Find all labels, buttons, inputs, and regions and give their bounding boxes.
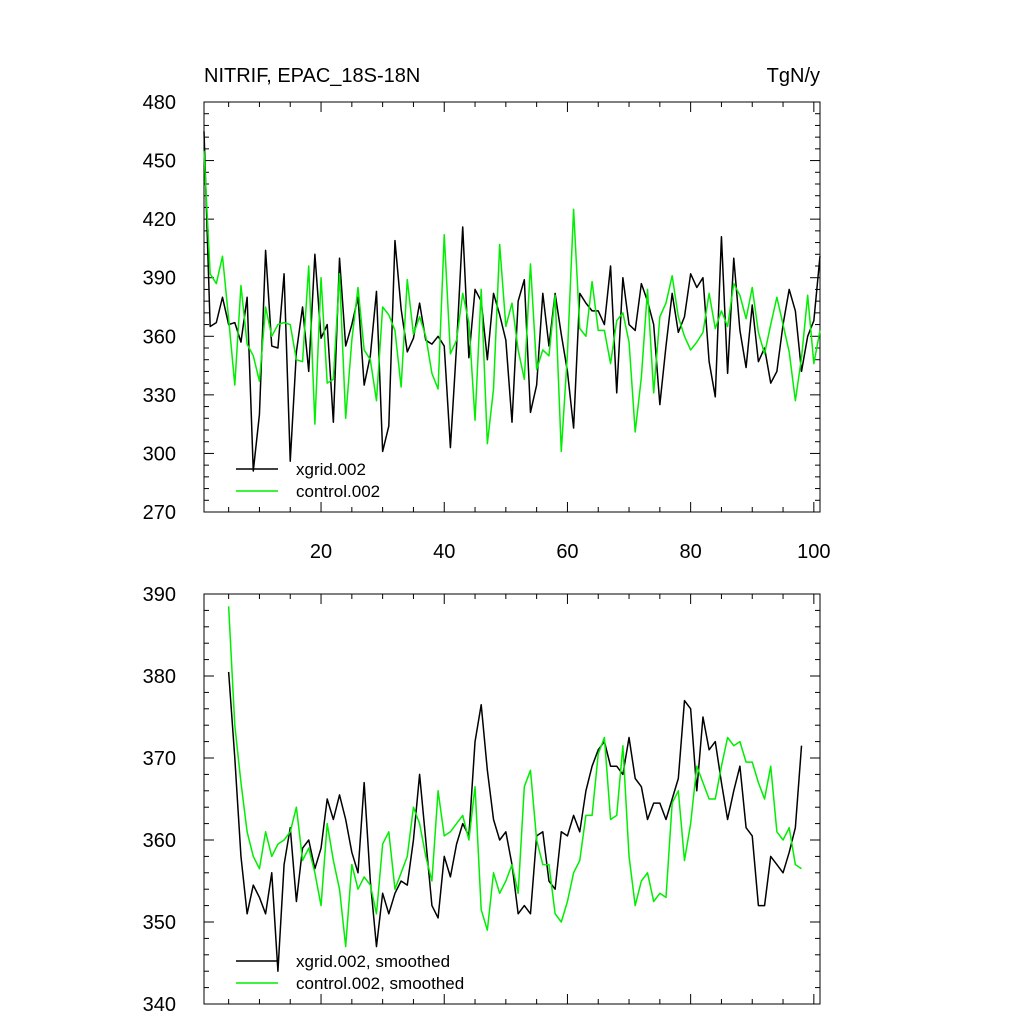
legend-label-xgrid-smoothed: xgrid.002, smoothed	[296, 952, 450, 971]
top-panel-ticks: 270 300 330 360 390 420 450 480 20 40 60 80 100	[143, 92, 831, 563]
legend-label-xgrid: xgrid.002	[296, 460, 366, 479]
bottom-ytick-label: 350	[143, 912, 176, 934]
top-ytick-label: 270	[143, 502, 176, 524]
bottom-panel-ticks: 340 350 360 370 380 390	[143, 584, 820, 1016]
top-panel-legend: xgrid.002 control.002	[236, 460, 380, 501]
bottom-ytick-label: 340	[143, 994, 176, 1016]
top-ytick-label: 360	[143, 326, 176, 348]
bottom-ytick-label: 370	[143, 748, 176, 770]
legend-label-control-smoothed: control.002, smoothed	[296, 974, 464, 993]
bottom-panel-legend: xgrid.002, smoothed control.002, smoothe…	[236, 952, 464, 993]
top-xtick-label: 80	[680, 541, 702, 563]
top-ytick-label: 300	[143, 443, 176, 465]
bottom-panel: 340 350 360 370 380 390 xgrid.002, smoothed c…	[143, 584, 821, 1016]
top-panel-lines	[203, 131, 821, 472]
top-ytick-label: 390	[143, 268, 176, 290]
top-series-line-control	[203, 150, 821, 453]
bottom-plot-frame	[203, 593, 821, 1005]
top-xtick-label: 60	[556, 541, 578, 563]
bottom-series-line-control	[227, 606, 802, 948]
bottom-ytick-label: 360	[143, 830, 176, 852]
top-xtick-label: 100	[797, 541, 830, 563]
bottom-ytick-label: 390	[143, 584, 176, 606]
top-panel: 270 300 330 360 390 420 450 480 20 40 60 80 100 xgri…	[143, 92, 831, 563]
bottom-series-line-xgrid	[227, 671, 803, 972]
top-xtick-label: 40	[433, 541, 455, 563]
top-ytick-label: 480	[143, 92, 176, 114]
chart-title: NITRIF, EPAC_18S-18N	[204, 65, 420, 87]
top-ytick-label: 420	[143, 209, 176, 231]
top-ytick-label: 450	[143, 151, 176, 173]
top-series-line-xgrid	[203, 131, 821, 472]
chart-units: TgN/y	[767, 65, 820, 87]
top-ytick-label: 330	[143, 385, 176, 407]
top-plot-frame	[203, 101, 821, 513]
legend-label-control: control.002	[296, 482, 380, 501]
bottom-ytick-label: 380	[143, 666, 176, 688]
top-xtick-label: 20	[310, 541, 332, 563]
bottom-panel-lines	[227, 606, 803, 972]
